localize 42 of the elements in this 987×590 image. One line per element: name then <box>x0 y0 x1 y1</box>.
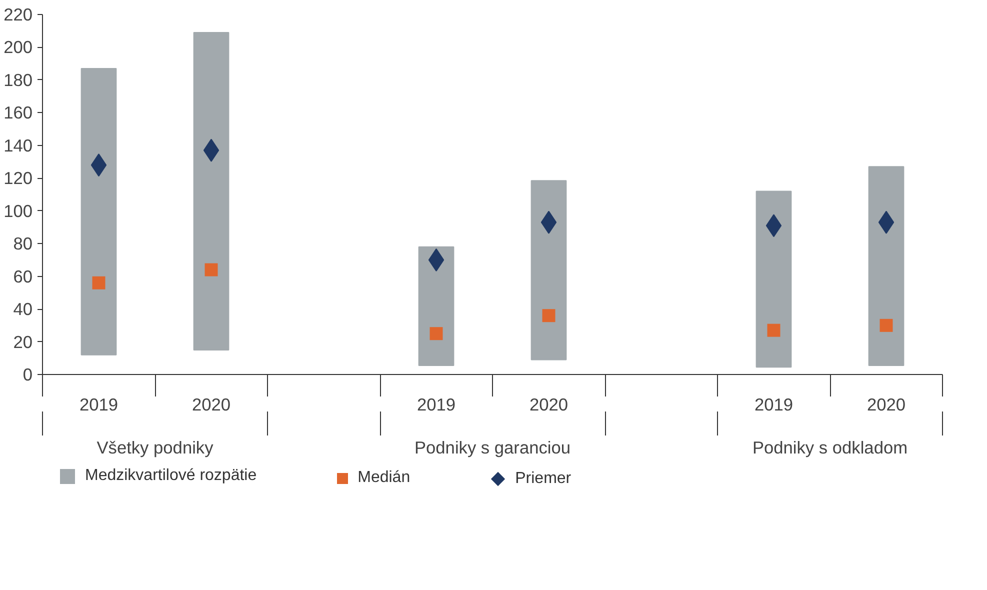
y-tick-label: 0 <box>22 364 33 384</box>
bar <box>756 190 792 368</box>
point <box>204 263 218 276</box>
bar <box>418 246 454 366</box>
y-tick-label: 80 <box>13 234 33 254</box>
y-tick-label: 220 <box>4 4 33 24</box>
bar <box>193 32 230 350</box>
y-tick-label: 160 <box>4 102 33 123</box>
point <box>430 327 443 340</box>
point <box>428 248 444 272</box>
x-tick-label: 2019 <box>79 394 118 414</box>
x-tick-label: 2020 <box>866 394 906 414</box>
bar <box>530 180 567 360</box>
text: Podniky s garanciou <box>414 438 571 458</box>
point <box>542 309 556 322</box>
x-tick-label: 2019 <box>416 394 456 414</box>
point <box>540 210 557 234</box>
x-tick-label: 2019 <box>754 394 794 414</box>
point <box>878 210 894 234</box>
point <box>766 214 782 238</box>
point <box>767 324 780 337</box>
legend-label: Medián <box>358 468 410 488</box>
point <box>90 154 107 177</box>
y-tick-label: 200 <box>4 37 33 58</box>
text: Všetky podniky <box>96 438 214 458</box>
y-tick-label: 100 <box>4 200 33 221</box>
y-tick-label: 120 <box>4 168 33 188</box>
y-tick-label: 60 <box>13 266 33 286</box>
point <box>880 318 893 332</box>
bar <box>80 68 117 356</box>
y-tick-label: 180 <box>4 70 33 90</box>
point <box>92 276 106 290</box>
x-tick-label: 2020 <box>529 394 568 414</box>
legend-label: Medzikvartilové rozpätie <box>85 466 257 486</box>
point <box>203 138 220 162</box>
y-tick-label: 140 <box>4 135 33 156</box>
y-tick-label: 40 <box>13 299 33 320</box>
bar <box>868 166 904 366</box>
y-tick-label: 20 <box>13 332 33 352</box>
x-tick-label: 2020 <box>192 394 231 414</box>
legend-label: Priemer <box>515 468 572 488</box>
text: Podniky s odkladom <box>752 438 908 458</box>
